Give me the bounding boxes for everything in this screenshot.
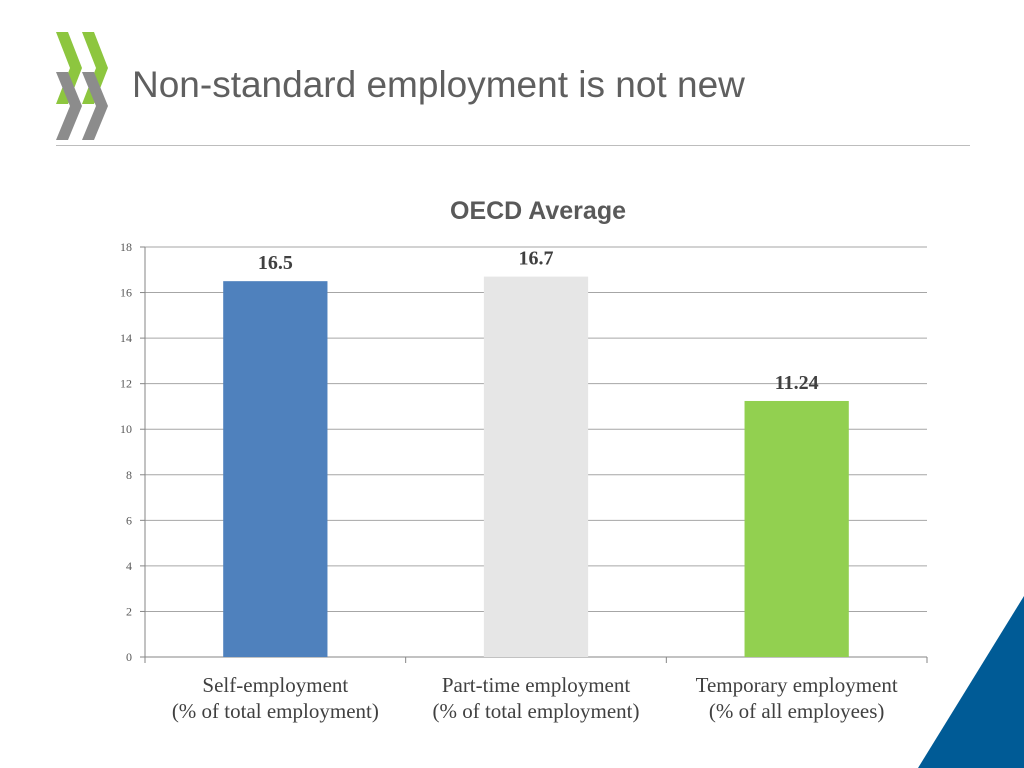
data-label-1: 16.5 <box>258 252 293 274</box>
data-label-3: 11.24 <box>775 372 819 394</box>
category-label-1-line-1: Self-employment <box>202 673 348 697</box>
category-label-3-line-2: (% of all employees) <box>709 699 885 723</box>
slide-title: Non-standard employment is not new <box>132 64 745 105</box>
logo-gray-chevron-right <box>82 72 108 140</box>
category-label-3-line-1: Temporary employment <box>696 673 898 697</box>
category-label-1-line-2: (% of total employment) <box>172 699 379 723</box>
bar-2 <box>483 276 589 657</box>
category-label-2-line-2: (% of total employment) <box>432 699 639 723</box>
y-tick-label: 2 <box>126 604 132 618</box>
y-tick-label: 16 <box>120 286 132 300</box>
y-tick-label: 14 <box>120 331 132 345</box>
title-divider <box>56 145 970 146</box>
bars <box>223 276 849 657</box>
y-tick-label: 0 <box>126 650 132 664</box>
bar-1 <box>223 281 328 657</box>
chart-title: OECD Average <box>450 197 626 225</box>
y-tick-label: 4 <box>126 559 132 573</box>
y-tick-label: 10 <box>120 422 132 436</box>
y-tick-label: 8 <box>126 468 132 482</box>
y-tick-label: 6 <box>126 513 132 527</box>
category-label-2-line-1: Part-time employment <box>442 673 631 697</box>
bar-3 <box>744 400 849 657</box>
logo-gray-chevron-left <box>56 72 82 140</box>
y-tick-label: 18 <box>120 240 132 254</box>
oecd-logo-icon <box>56 32 108 140</box>
data-label-2: 16.7 <box>519 248 554 270</box>
y-tick-label: 12 <box>120 377 132 391</box>
